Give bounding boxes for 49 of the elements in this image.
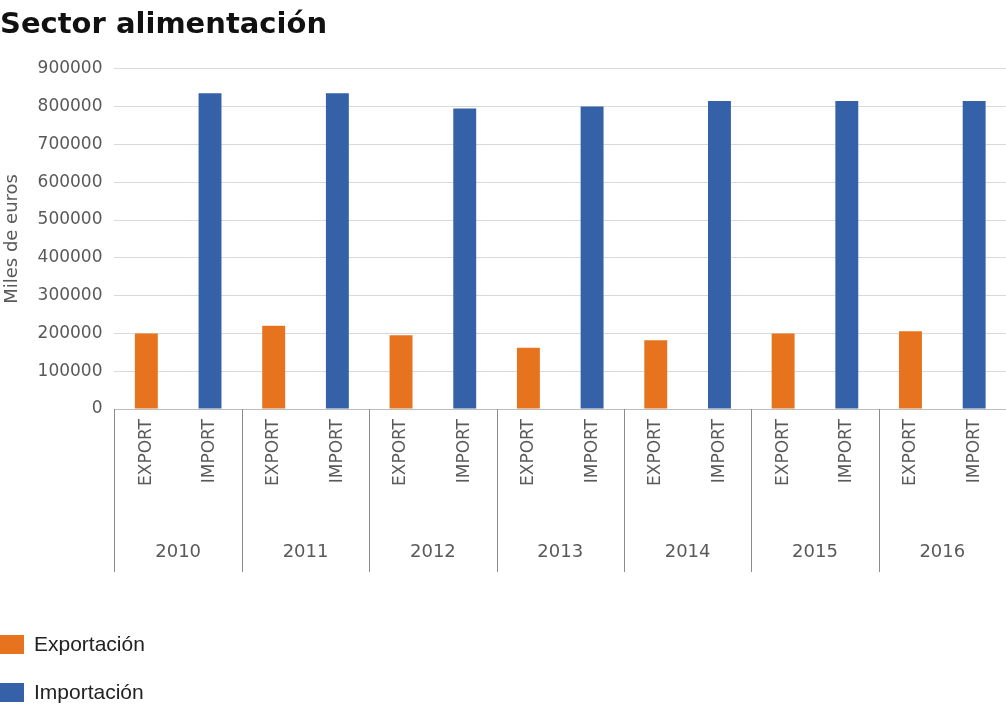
text: 2011 (282, 539, 329, 561)
y-axis-title: Miles de euros (0, 173, 22, 304)
y-tick-label: 600000 (37, 170, 103, 191)
y-tick-label: 900000 (37, 57, 103, 78)
x-tick-label: EXPORT (134, 418, 155, 486)
x-tick-label: EXPORT (516, 418, 537, 486)
x-tick-label: IMPORT (325, 418, 346, 484)
text: 2016 (919, 539, 966, 561)
bar (580, 106, 604, 409)
bar (644, 340, 668, 409)
bar (835, 100, 859, 409)
bar (389, 335, 413, 409)
bar (707, 100, 731, 409)
x-tick-label: IMPORT (835, 418, 856, 484)
x-tick-label: IMPORT (453, 418, 474, 484)
x-tick-label: EXPORT (262, 418, 283, 486)
x-tick-label: IMPORT (962, 418, 983, 484)
text: 2015 (792, 539, 838, 561)
x-tick-label: IMPORT (198, 418, 219, 484)
text: 2014 (664, 539, 711, 561)
x-tick-label: EXPORT (771, 418, 792, 486)
y-tick-label: 0 (91, 397, 103, 418)
bar (771, 333, 795, 409)
y-tick-label: 700000 (37, 132, 103, 153)
chart-title: Sector alimentación (0, 5, 328, 40)
text: 2010 (155, 539, 202, 561)
bar (262, 325, 286, 409)
bar (134, 333, 158, 409)
x-tick-label: IMPORT (580, 418, 601, 484)
text: 2012 (409, 539, 456, 561)
x-tick-label: EXPORT (389, 418, 410, 486)
x-tick-label: EXPORT (644, 418, 665, 486)
legend-label: Importación (34, 680, 144, 704)
x-tick-label: IMPORT (707, 418, 728, 484)
y-tick-label: 200000 (37, 321, 103, 342)
bar (962, 100, 986, 409)
bar (516, 347, 540, 409)
bar (453, 108, 477, 409)
x-tick-label: EXPORT (898, 418, 919, 486)
bar (198, 93, 222, 409)
bar (899, 331, 922, 409)
y-tick-label: 400000 (37, 246, 103, 267)
bar (325, 93, 349, 409)
legend-label: Exportación (34, 632, 145, 656)
y-tick-label: 800000 (37, 95, 103, 116)
y-tick-label: 500000 (37, 208, 103, 229)
y-tick-label: 100000 (37, 359, 103, 380)
text: 2013 (537, 539, 584, 561)
y-tick-label: 300000 (37, 284, 103, 305)
